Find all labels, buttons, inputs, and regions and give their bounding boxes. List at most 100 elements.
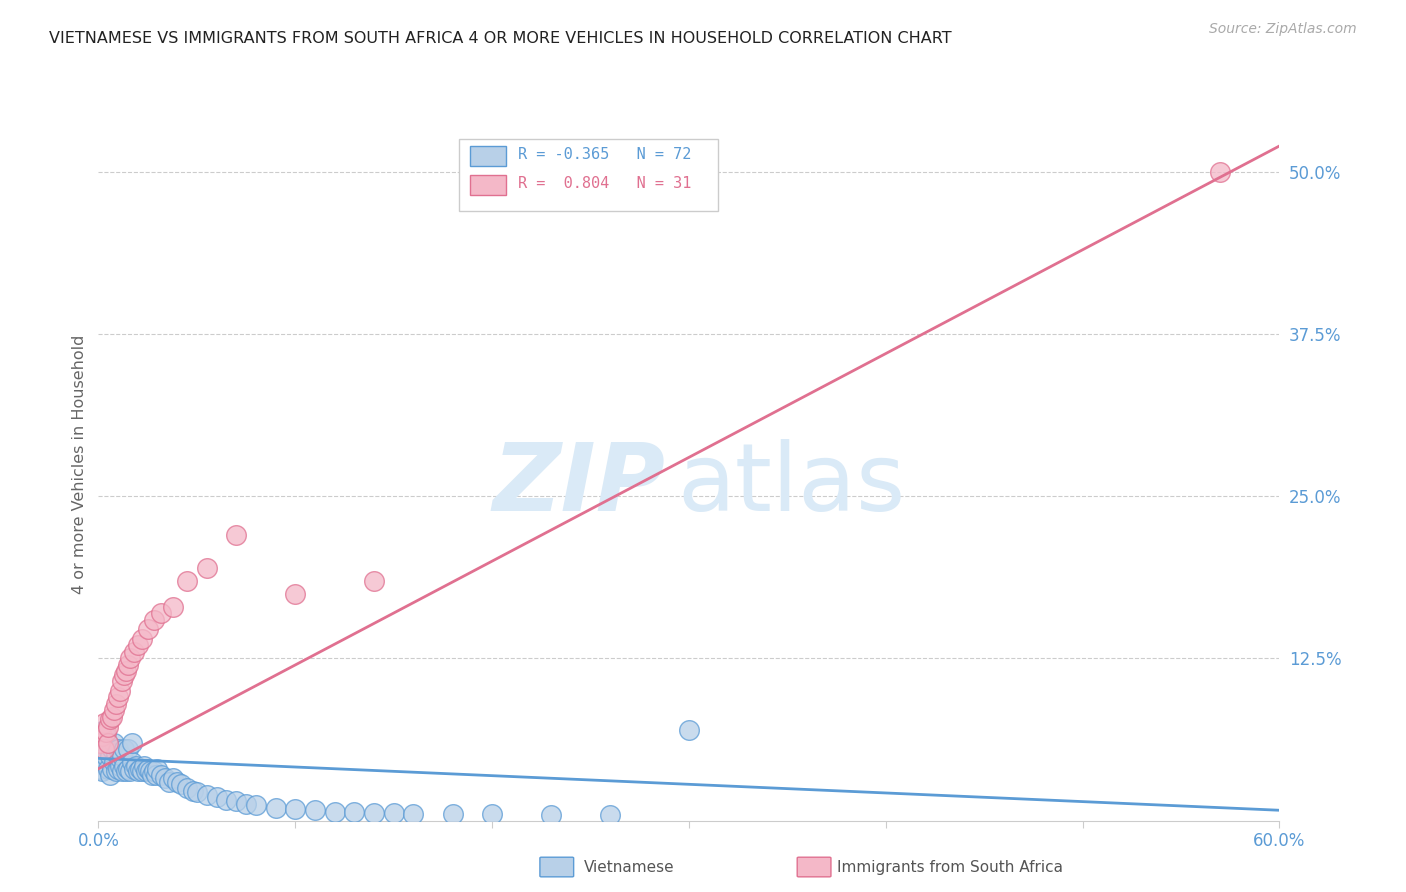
Point <box>93 716 115 731</box>
Point <box>402 807 425 822</box>
Point <box>107 762 129 776</box>
Point <box>678 723 700 737</box>
Point <box>117 762 139 776</box>
Text: ZIP: ZIP <box>492 439 665 532</box>
Point <box>117 657 139 672</box>
Text: R = -0.365   N = 72: R = -0.365 N = 72 <box>517 147 692 162</box>
Point <box>146 762 169 776</box>
Point <box>157 774 180 789</box>
Point <box>131 764 153 779</box>
Point <box>108 759 131 773</box>
Point <box>363 574 385 588</box>
Point <box>97 736 120 750</box>
Point <box>162 771 184 785</box>
Point <box>155 771 177 785</box>
Point <box>93 742 115 756</box>
Point <box>118 764 141 779</box>
Point <box>89 762 111 776</box>
Point <box>225 528 247 542</box>
Point <box>441 807 464 822</box>
Point <box>107 690 129 705</box>
Point <box>112 742 135 756</box>
Point <box>125 759 148 773</box>
Point <box>127 764 149 779</box>
Point <box>481 807 503 822</box>
Point <box>141 768 163 782</box>
Point <box>105 697 128 711</box>
Point <box>131 632 153 646</box>
Point <box>93 756 115 770</box>
Point <box>284 802 307 816</box>
Point <box>1209 165 1232 179</box>
Point <box>215 793 238 807</box>
Point <box>138 764 160 779</box>
Point <box>142 764 165 779</box>
Point <box>111 748 134 763</box>
Point <box>205 790 228 805</box>
Point <box>91 742 114 756</box>
Point <box>136 622 159 636</box>
Point <box>195 560 218 574</box>
Point <box>97 720 120 734</box>
Text: Vietnamese: Vietnamese <box>583 860 673 874</box>
Point <box>176 574 198 588</box>
Point <box>245 798 267 813</box>
Bar <box>471 175 506 194</box>
Point <box>101 710 124 724</box>
Point <box>121 756 143 770</box>
Point <box>118 651 141 665</box>
Point <box>115 665 138 679</box>
Point <box>176 781 198 796</box>
Text: R =  0.804   N = 31: R = 0.804 N = 31 <box>517 176 692 191</box>
Point <box>135 764 157 779</box>
Point <box>98 713 121 727</box>
Point <box>181 784 204 798</box>
Point <box>128 762 150 776</box>
Bar <box>458 139 718 211</box>
Point <box>103 756 125 770</box>
Point <box>89 736 111 750</box>
Point <box>170 777 193 791</box>
Point <box>96 725 118 739</box>
Point <box>97 762 120 776</box>
Point <box>105 764 128 779</box>
Point <box>96 748 118 763</box>
Point <box>121 736 143 750</box>
Point <box>103 703 125 717</box>
Point <box>115 764 138 779</box>
Point <box>363 805 385 820</box>
Point <box>101 762 124 776</box>
Text: Source: ZipAtlas.com: Source: ZipAtlas.com <box>1209 22 1357 37</box>
Text: VIETNAMESE VS IMMIGRANTS FROM SOUTH AFRICA 4 OR MORE VEHICLES IN HOUSEHOLD CORRE: VIETNAMESE VS IMMIGRANTS FROM SOUTH AFRI… <box>49 31 952 46</box>
Point <box>103 736 125 750</box>
Point <box>166 774 188 789</box>
Point <box>112 759 135 773</box>
Point <box>101 742 124 756</box>
Point <box>107 742 129 756</box>
Point <box>323 805 346 819</box>
Y-axis label: 4 or more Vehicles in Household: 4 or more Vehicles in Household <box>72 334 87 593</box>
Point <box>98 768 121 782</box>
Point <box>98 748 121 763</box>
Point <box>112 668 135 682</box>
Point <box>91 764 114 779</box>
Point <box>264 800 287 814</box>
Point <box>117 742 139 756</box>
Point <box>142 613 165 627</box>
Point <box>111 673 134 688</box>
Point <box>540 808 562 822</box>
Text: atlas: atlas <box>678 439 905 532</box>
Point <box>195 788 218 802</box>
Point <box>127 639 149 653</box>
Point <box>145 768 167 782</box>
Point <box>91 729 114 743</box>
Point <box>132 759 155 773</box>
Point <box>97 736 120 750</box>
Point <box>136 762 159 776</box>
Point <box>150 606 173 620</box>
Point <box>122 762 145 776</box>
Point <box>122 645 145 659</box>
Point <box>284 586 307 600</box>
Point <box>105 746 128 760</box>
Text: Immigrants from South Africa: Immigrants from South Africa <box>837 860 1063 874</box>
